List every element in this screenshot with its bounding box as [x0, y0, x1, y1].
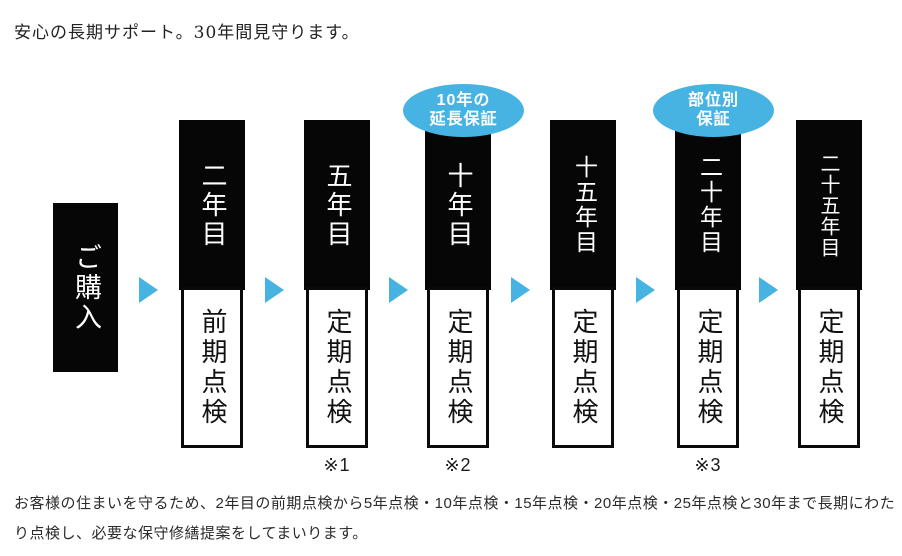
- stage-year-25-label: 二十五年目: [817, 152, 841, 258]
- stage-year-15-inspection-label: 定期点検: [568, 307, 598, 428]
- stage-year-20-header: 二十年目: [675, 120, 741, 290]
- stage-year-20-inspection-box: 定期点検: [677, 287, 739, 448]
- stage-year-25-header: 二十五年目: [796, 120, 862, 290]
- stage-year-2-label: 二年目: [197, 161, 227, 249]
- arrow-right-icon: [265, 277, 284, 303]
- stage-year-5-inspection-label: 定期点検: [322, 307, 352, 428]
- stage-year-20-label: 二十年目: [695, 155, 722, 255]
- stage-year-2-inspection-label: 前期点検: [197, 307, 227, 428]
- stage-year-25-inspection-box: 定期点検: [798, 287, 860, 448]
- arrow-right-icon: [759, 277, 778, 303]
- arrow-right-icon: [389, 277, 408, 303]
- stage-purchase-label: ご購入: [70, 242, 101, 333]
- stage-year-5-inspection-box: 定期点検: [306, 287, 368, 448]
- badge-extended-warranty-line2: 延長保証: [429, 110, 498, 128]
- stage-year-20: 二十年目 定期点検: [675, 120, 741, 448]
- badge-parts-warranty: 部位別 保証: [653, 84, 774, 137]
- arrow-right-icon: [139, 277, 158, 303]
- stage-year-15-label: 十五年目: [570, 155, 597, 255]
- stage-year-5: 五年目 定期点検: [304, 120, 370, 448]
- stage-year-10-inspection-box: 定期点検: [427, 287, 489, 448]
- arrow-right-icon: [511, 277, 530, 303]
- footnote-marker-3: ※3: [694, 455, 722, 475]
- footnote-marker-2: ※2: [444, 455, 472, 475]
- stage-year-2-header: 二年目: [179, 120, 245, 290]
- stage-year-10-inspection-label: 定期点検: [443, 307, 473, 428]
- badge-extended-warranty-line1: 10年の: [436, 92, 491, 110]
- stage-year-20-inspection-label: 定期点検: [693, 307, 723, 428]
- stage-year-25-inspection-label: 定期点検: [814, 307, 844, 428]
- stage-year-2-inspection-box: 前期点検: [181, 287, 243, 448]
- stage-year-15: 十五年目 定期点検: [550, 120, 616, 448]
- badge-extended-warranty: 10年の 延長保証: [403, 84, 524, 137]
- badge-parts-warranty-line2: 保証: [696, 110, 731, 128]
- stage-year-15-header: 十五年目: [550, 120, 616, 290]
- stage-year-10-header: 十年目: [425, 120, 491, 290]
- badge-parts-warranty-line1: 部位別: [687, 92, 739, 110]
- stage-year-25: 二十五年目 定期点検: [796, 120, 862, 448]
- footnote-marker-1: ※1: [323, 455, 351, 475]
- stage-year-2: 二年目 前期点検: [179, 120, 245, 448]
- stage-year-5-label: 五年目: [322, 161, 352, 249]
- footer-description: お客様の住まいを守るため、2年目の前期点検から5年点検・10年点検・15年点検・…: [14, 495, 896, 542]
- stage-year-10: 十年目 定期点検: [425, 120, 491, 448]
- stage-purchase: ご購入: [53, 203, 118, 372]
- stage-year-15-inspection-box: 定期点検: [552, 287, 614, 448]
- page-title: 安心の長期サポート。30年間見守ります。: [14, 23, 360, 43]
- stage-year-10-label: 十年目: [443, 161, 473, 249]
- stage-year-5-header: 五年目: [304, 120, 370, 290]
- arrow-right-icon: [636, 277, 655, 303]
